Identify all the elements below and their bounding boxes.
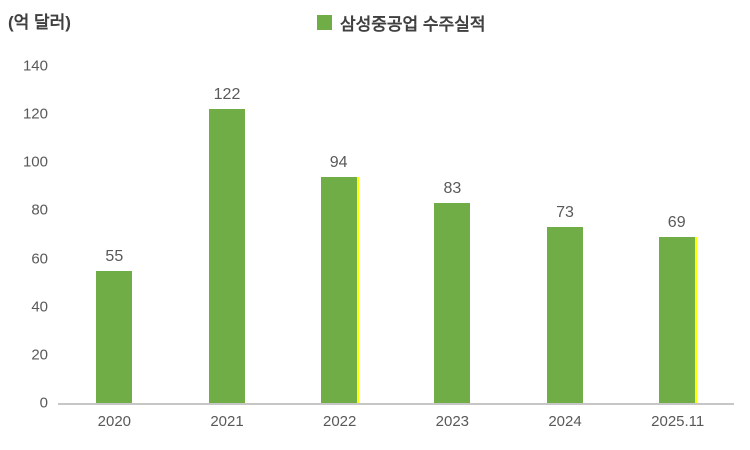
x-tick-label: 2021 <box>210 413 244 430</box>
bar-value-label: 83 <box>443 180 462 198</box>
bar-slot: 69 <box>621 66 734 403</box>
bar-value-label: 122 <box>213 86 241 104</box>
y-axis: 0 20 40 60 80 100 120 140 <box>0 58 48 412</box>
bar-2020: 55 <box>96 248 133 403</box>
x-tick-label: 2022 <box>322 413 357 430</box>
bar-slot: 83 <box>396 66 509 403</box>
y-tick-label: 0 <box>39 394 48 412</box>
bar-slot: 94 <box>283 66 396 403</box>
y-tick-label: 40 <box>31 298 48 316</box>
x-tick-label: 2020 <box>97 413 132 430</box>
x-axis: 2020 2021 2022 2023 2024 2025.11 <box>58 413 734 430</box>
bar-slot: 55 <box>58 66 171 403</box>
y-tick-label: 60 <box>31 250 48 268</box>
y-tick-label: 140 <box>22 57 48 75</box>
bar-value-label: 73 <box>556 204 574 222</box>
bar-2023: 83 <box>434 180 471 403</box>
bar-slot: 73 <box>509 66 622 403</box>
legend-swatch-icon <box>317 15 332 30</box>
bar-value-label: 69 <box>667 213 686 231</box>
y-tick-label: 80 <box>31 201 48 219</box>
legend: 삼성중공업 수주실적 <box>317 10 485 35</box>
axis-unit-label: (억 달러) <box>8 13 71 32</box>
y-tick-label: 20 <box>31 346 48 364</box>
y-tick-label: 100 <box>22 153 48 171</box>
y-tick-label: 120 <box>22 105 48 123</box>
bar-2025.11: 69 <box>658 214 697 403</box>
legend-label: 삼성중공업 수주실적 <box>340 15 486 34</box>
bar-slot: 122 <box>171 66 284 403</box>
x-tick-label: 2025.11 <box>651 413 705 430</box>
plot-area: 55 122 94 83 73 69 <box>58 66 734 405</box>
bar-2021: 122 <box>209 86 245 403</box>
bar-2022: 94 <box>320 154 359 403</box>
x-tick-label: 2024 <box>548 413 582 430</box>
x-tick-label: 2023 <box>435 413 470 430</box>
bar-value-label: 55 <box>105 247 124 265</box>
bar-value-label: 94 <box>329 153 348 171</box>
bar-2024: 73 <box>547 204 584 403</box>
